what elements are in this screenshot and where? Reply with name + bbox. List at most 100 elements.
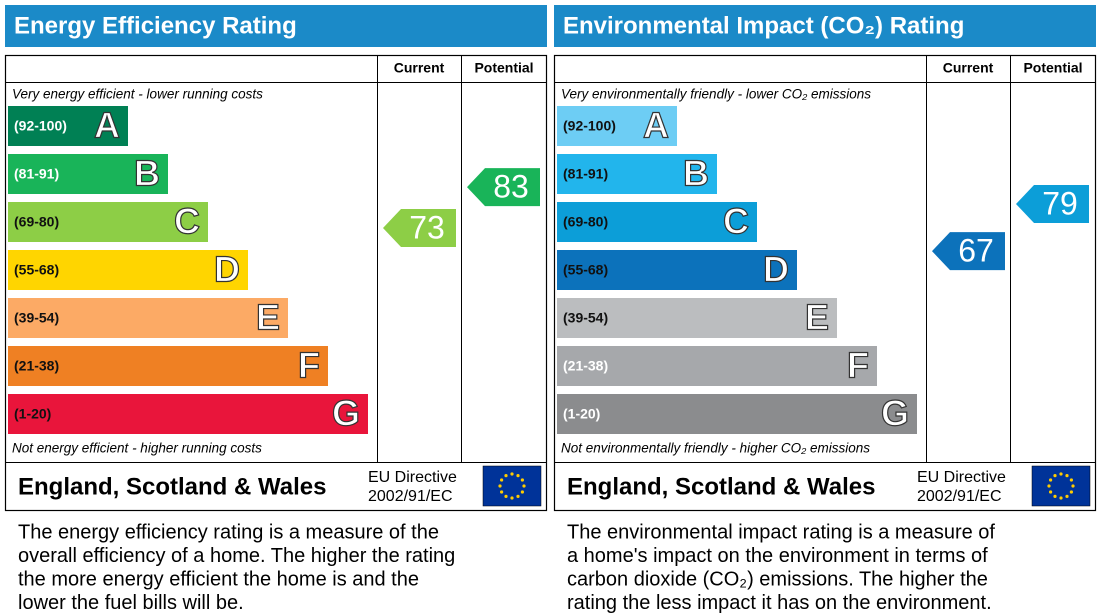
band-range: (21-38) (14, 358, 59, 374)
eu-star (520, 490, 524, 494)
description: a home's impact on the environment in te… (567, 545, 988, 567)
eu-star (504, 494, 508, 498)
header-current: Current (394, 60, 445, 76)
eu-star (504, 474, 508, 478)
band-range: (1-20) (14, 406, 51, 422)
directive: EU Directive (917, 469, 1006, 486)
band-bar (8, 154, 168, 194)
band-range: (55-68) (14, 262, 59, 278)
eu-star (1049, 490, 1053, 494)
band-letter: B (683, 153, 709, 194)
band-letter: G (881, 393, 909, 434)
description: rating the less impact it has on the env… (567, 592, 992, 614)
rating-arrow (383, 209, 456, 247)
eu-star (1071, 484, 1075, 488)
eu-star (1059, 496, 1063, 500)
eu-star (522, 484, 526, 488)
header-potential: Potential (1023, 60, 1082, 76)
directive: 2002/91/EC (917, 488, 1002, 505)
eu-star (1047, 484, 1051, 488)
description: overall efficiency of a home. The higher… (18, 545, 455, 567)
band-bar (557, 250, 797, 290)
band-bar (557, 202, 757, 242)
eu-star (1065, 494, 1069, 498)
band-bar (8, 394, 368, 434)
region: England, Scotland & Wales (18, 473, 326, 500)
band-letter: C (723, 201, 749, 242)
band-range: (39-54) (563, 310, 608, 326)
region: England, Scotland & Wales (567, 473, 875, 500)
rating-value: 79 (1042, 185, 1078, 221)
band-bar (8, 298, 288, 338)
bottom-note: Not energy efficient - higher running co… (12, 441, 262, 456)
band-bar (557, 298, 837, 338)
band-letter: E (805, 297, 829, 338)
band-letter: D (763, 249, 789, 290)
band-bar (8, 250, 248, 290)
rating-value: 73 (409, 209, 445, 245)
top-note: Very energy efficient - lower running co… (12, 87, 263, 102)
band-letter: F (847, 345, 869, 386)
band-letter: C (174, 201, 200, 242)
band-bar (8, 346, 328, 386)
directive: 2002/91/EC (368, 488, 453, 505)
band-bar (8, 106, 128, 146)
band-bar (557, 106, 677, 146)
band-range: (92-100) (563, 118, 616, 134)
eu-star (510, 472, 514, 476)
band-range: (39-54) (14, 310, 59, 326)
panel-title: Environmental Impact (CO₂) Rating (563, 12, 964, 39)
eu-star (516, 494, 520, 498)
band-letter: E (256, 297, 280, 338)
eu-star (1053, 474, 1057, 478)
band-range: (69-80) (14, 214, 59, 230)
band-bar (8, 202, 208, 242)
rating-arrow (467, 168, 540, 207)
title-bar (554, 5, 1096, 47)
eu-star (1065, 474, 1069, 478)
eu-star (510, 496, 514, 500)
eu-star (500, 490, 504, 494)
band-letter: A (94, 105, 120, 146)
eu-flag (1031, 465, 1091, 507)
band-range: (81-91) (14, 166, 59, 182)
rating-arrow (1016, 185, 1089, 223)
description: The environmental impact rating is a mea… (567, 521, 995, 543)
band-letter: B (134, 153, 160, 194)
eu-star (520, 478, 524, 482)
band-letter: F (298, 345, 320, 386)
header-potential: Potential (474, 60, 533, 76)
band-bar (557, 154, 717, 194)
band-letter: D (214, 249, 240, 290)
eu-star (500, 478, 504, 482)
description: The energy efficiency rating is a measur… (18, 521, 439, 543)
band-letter: G (332, 393, 360, 434)
eu-star (516, 474, 520, 478)
band-range: (81-91) (563, 166, 608, 182)
band-range: (55-68) (563, 262, 608, 278)
band-bar (557, 394, 917, 434)
rating-arrow (932, 232, 1005, 271)
eu-star (1069, 490, 1073, 494)
rating-value: 83 (493, 169, 529, 205)
description: the more energy efficient the home is an… (18, 568, 419, 590)
title-bar (5, 5, 547, 47)
band-letter: A (643, 105, 669, 146)
band-range: (92-100) (14, 118, 67, 134)
band-bar (557, 346, 877, 386)
eu-flag (482, 465, 542, 507)
panel-title: Energy Efficiency Rating (14, 12, 297, 39)
bottom-note: Not environmentally friendly - higher CO… (561, 441, 870, 456)
eu-star (498, 484, 502, 488)
rating-value: 67 (958, 233, 994, 269)
eu-star (1069, 478, 1073, 482)
description: carbon dioxide (CO₂) emissions. The high… (567, 568, 988, 590)
band-range: (21-38) (563, 358, 608, 374)
eu-star (1053, 494, 1057, 498)
header-current: Current (943, 60, 994, 76)
eu-star (1049, 478, 1053, 482)
description: lower the fuel bills will be. (18, 592, 244, 614)
top-note: Very environmentally friendly - lower CO… (561, 87, 871, 102)
